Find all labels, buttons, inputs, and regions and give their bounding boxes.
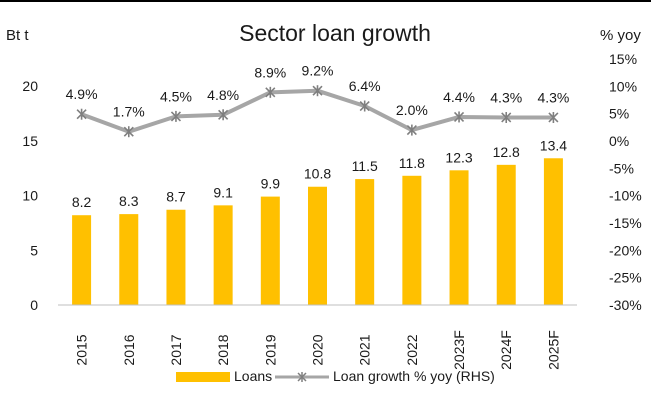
y-left-tick-label: 0 xyxy=(30,297,38,313)
bar xyxy=(119,214,139,305)
x-tick-label: 2020 xyxy=(310,334,326,365)
growth-data-label: 1.7% xyxy=(113,104,145,120)
growth-marker xyxy=(359,100,370,112)
bar xyxy=(213,205,233,305)
growth-marker xyxy=(406,124,417,136)
bar-data-label: 8.2 xyxy=(72,194,92,210)
bar xyxy=(355,179,375,305)
y-right-tick-label: -20% xyxy=(609,242,642,258)
growth-data-label: 4.8% xyxy=(207,87,239,103)
growth-data-label: 9.2% xyxy=(302,63,334,79)
y-right-tick-label: -5% xyxy=(609,160,634,176)
growth-marker xyxy=(170,110,182,122)
bar xyxy=(260,196,280,305)
y-right-tick-label: -10% xyxy=(609,188,642,204)
legend: Loans Loan growth % yoy (RHS) xyxy=(176,368,495,384)
bar-data-label: 9.9 xyxy=(261,176,281,192)
bar xyxy=(402,175,422,305)
bar-data-label: 10.8 xyxy=(304,166,331,182)
bar-data-label: 12.8 xyxy=(493,144,520,160)
y-right-tick-label: -30% xyxy=(609,297,642,313)
growth-data-label: 8.9% xyxy=(254,64,286,80)
growth-data-label: 6.4% xyxy=(349,78,381,94)
growth-data-label: 4.3% xyxy=(537,89,569,105)
growth-data-label: 4.5% xyxy=(160,88,192,104)
x-tick-label: 2021 xyxy=(357,334,373,365)
x-tick-label: 2018 xyxy=(215,334,231,365)
bar xyxy=(496,164,516,305)
growth-data-label: 4.9% xyxy=(66,86,98,102)
x-tick-label: 2019 xyxy=(262,334,278,365)
plot-area: 0 5 10 15 20 -30% -25% -20% -15% -10% -5% 0% 5% 10% 15… xyxy=(22,51,641,370)
x-tick-label: 2023F xyxy=(451,330,467,370)
growth-data-label: 4.4% xyxy=(443,89,475,105)
bar-data-label: 8.7 xyxy=(166,189,186,205)
bar xyxy=(166,209,186,305)
x-tick-label: 2015 xyxy=(74,334,90,365)
y-right-tick-label: 15% xyxy=(609,51,637,67)
y-right-tick-label: 5% xyxy=(609,106,629,122)
bar-data-label: 9.1 xyxy=(213,184,233,200)
bar-data-label: 11.5 xyxy=(352,158,378,174)
legend-label-loans: Loans xyxy=(234,368,272,384)
bar-data-label: 12.3 xyxy=(445,149,472,165)
y-right-axis-title: % yoy xyxy=(600,27,641,44)
bar-data-label: 11.8 xyxy=(399,155,425,171)
bar xyxy=(72,215,92,305)
bar xyxy=(449,170,469,305)
x-tick-label: 2016 xyxy=(121,334,137,365)
growth-data-label: 4.3% xyxy=(490,89,522,105)
x-tick-label: 2017 xyxy=(168,334,184,365)
growth-marker xyxy=(123,126,134,138)
bar xyxy=(543,158,563,305)
y-right-tick-label: -25% xyxy=(609,270,642,286)
y-right-tick-label: 10% xyxy=(609,78,637,94)
growth-marker xyxy=(265,86,276,98)
growth-marker xyxy=(218,109,229,121)
growth-marker xyxy=(76,108,87,120)
y-right-tick-label: 0% xyxy=(609,133,629,149)
growth-marker xyxy=(501,111,512,123)
y-left-tick-label: 20 xyxy=(22,78,38,94)
x-tick-label: 2024F xyxy=(498,330,514,370)
x-tick-label: 2022 xyxy=(404,334,420,365)
y-right-tick-label: -15% xyxy=(609,215,642,231)
bar-data-label: 8.3 xyxy=(119,193,139,209)
x-tick-label: 2025F xyxy=(545,330,561,370)
growth-marker xyxy=(548,111,559,123)
y-left-tick-label: 5 xyxy=(30,242,38,258)
growth-marker xyxy=(312,85,323,97)
growth-marker xyxy=(453,111,465,123)
y-left-tick-label: 15 xyxy=(22,133,38,149)
legend-label-growth: Loan growth % yoy (RHS) xyxy=(333,368,495,384)
chart-title: Sector loan growth xyxy=(239,20,431,46)
bar-data-label: 13.4 xyxy=(540,137,567,153)
y-left-axis-title: Bt t xyxy=(6,27,29,44)
growth-data-label: 2.0% xyxy=(396,102,428,118)
growth-line xyxy=(80,88,554,134)
y-left-tick-label: 10 xyxy=(22,188,38,204)
bar xyxy=(308,186,327,305)
legend-swatch-loans xyxy=(176,372,230,382)
